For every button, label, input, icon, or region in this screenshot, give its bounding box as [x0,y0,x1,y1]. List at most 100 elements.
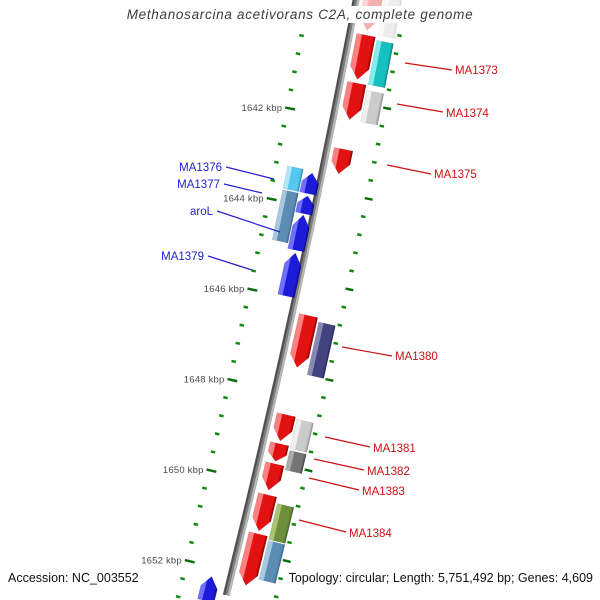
gene-label-MA1375[interactable]: MA1375 [434,169,477,181]
gene-MA1375[interactable] [329,147,354,175]
scale-tick [255,251,260,255]
scale-tick [295,504,301,509]
scale-tick [210,450,216,454]
gene-label-MA1373[interactable]: MA1373 [455,65,498,77]
gene-red-4[interactable] [271,412,296,444]
scale-tick [360,214,366,219]
scale-tick [291,522,297,527]
scale-tick [266,196,277,202]
scale-tick [193,522,199,527]
scale-tick [278,576,284,581]
gene-label-MA1374[interactable]: MA1374 [446,108,489,120]
gene-label-MA1377[interactable]: MA1377 [177,179,220,191]
scale-tick [239,323,245,327]
scale-tick [277,142,283,146]
gene-MA1382[interactable] [284,450,307,475]
scale-tick [206,468,217,474]
scale-tick [316,414,322,418]
scale-tick [312,432,318,436]
gene-label-MA1381[interactable]: MA1381 [373,443,416,455]
scale-tick [286,540,292,545]
scale-tick [386,88,392,92]
gene-MA1381[interactable] [289,418,314,453]
scale-tick [397,33,402,38]
scale-tick [247,287,258,292]
scale-label-1652-kbp: 1652 kbp [141,556,182,567]
scale-tick [273,160,279,164]
scale-tick [214,432,220,436]
scale-tick [188,540,194,545]
scale-tick [345,287,354,292]
scale-tick [223,395,228,400]
leader-line-MA1380 [341,346,393,357]
leader-line-MA1379 [207,255,253,271]
leader-line-MA1384 [298,519,347,533]
scale-tick [390,70,395,74]
gene-blue-2[interactable] [295,194,315,216]
gene-red-2[interactable] [340,81,367,121]
scale-tick [333,341,339,346]
status-topology: Topology: circular; Length: 5,751,492 bp… [285,569,596,587]
gene-red-1[interactable] [348,33,376,81]
gene-label-MA1384[interactable]: MA1384 [349,528,392,540]
scale-label-1650-kbp: 1650 kbp [163,465,204,476]
gene-MA1384[interactable] [268,503,295,544]
gene-label-MA1379[interactable]: MA1379 [161,251,204,263]
scale-tick [243,305,249,309]
scale-tick [308,450,314,454]
scale-tick [282,558,291,564]
scale-tick [231,359,237,364]
scale-tick [329,359,335,364]
scale-label-1644-kbp: 1644 kbp [223,194,264,205]
scale-tick [235,341,241,346]
scale-tick [218,414,224,418]
scale-tick [379,124,385,128]
scale-label-1648-kbp: 1648 kbp [184,375,225,386]
gene-steel-2[interactable] [258,540,286,584]
scale-tick [364,196,373,201]
gene-MA1380[interactable] [306,321,336,379]
leader-line-MA1374 [396,103,444,113]
scale-tick [382,106,392,111]
gene-MA1376[interactable] [282,165,304,192]
scale-tick [273,595,279,599]
scale-tick [337,323,343,327]
gene-red-3[interactable] [288,313,319,370]
gene-MA1377[interactable] [271,189,299,244]
gene-blue-bottom[interactable] [197,575,220,600]
scale-label-1646-kbp: 1646 kbp [204,284,245,295]
scale-tick [393,52,399,56]
gene-red-6[interactable] [250,492,278,533]
scale-label-1640-kbp: 1640 kbp [259,13,300,24]
gene-label-MA1383[interactable]: MA1383 [362,486,405,498]
scale-tick [325,377,334,383]
gene-blue-1[interactable] [299,171,321,196]
leader-line-MA1377 [223,183,263,194]
scale-tick [356,233,362,237]
leader-line-MA1382 [313,458,365,471]
gene-MA1374[interactable] [360,90,385,126]
scale-tick [304,468,313,473]
gene-red-5[interactable] [266,441,290,464]
scale-tick [368,178,374,183]
scale-label-1642-kbp: 1642 kbp [241,103,282,114]
leader-line-MA1383 [308,477,360,491]
genome-backbone [222,0,360,596]
gene-MA1373[interactable] [367,40,394,89]
gene-MA1383[interactable] [259,461,285,493]
gene-MA1379[interactable] [277,251,304,299]
gene-aroL[interactable] [287,213,312,253]
scale-tick [288,88,294,92]
scale-tick [184,558,195,564]
scale-tick [180,576,186,581]
scale-tick [270,178,276,183]
gene-red-7[interactable] [236,531,268,588]
scale-tick [295,52,301,56]
gene-label-MA1380[interactable]: MA1380 [395,351,438,363]
gene-label-MA1382[interactable]: MA1382 [367,466,410,478]
scale-tick [251,269,257,273]
gene-label-MA1376[interactable]: MA1376 [179,162,222,174]
gene-label-aroL[interactable]: aroL [190,206,214,218]
